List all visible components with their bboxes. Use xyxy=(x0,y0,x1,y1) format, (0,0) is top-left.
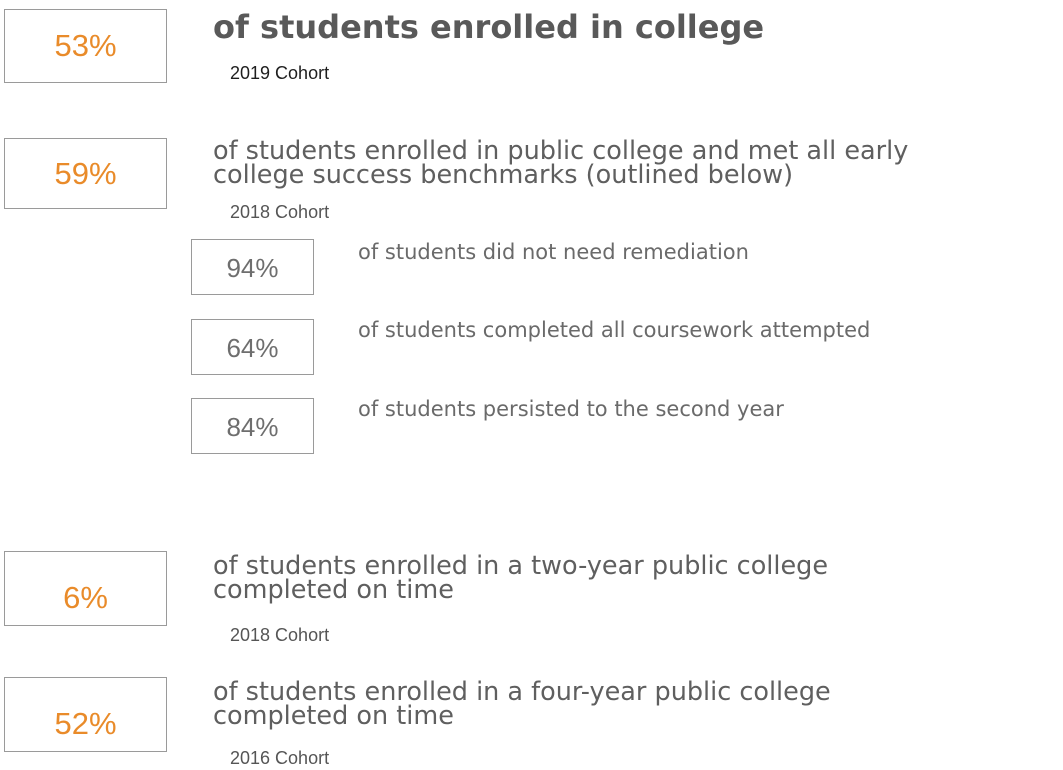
benchmark-value-box: 64% xyxy=(191,319,314,375)
stat-description: of students enrolled in a two-year publi… xyxy=(213,551,829,605)
stat-description-line: of students enrolled in public college a… xyxy=(213,136,909,166)
stat-value: 53% xyxy=(54,28,117,63)
page-title: of students enrolled in college xyxy=(213,8,765,46)
stat-value-box: 59% xyxy=(4,138,167,209)
benchmark-value: 84% xyxy=(226,412,279,442)
cohort-label: 2018 Cohort xyxy=(230,202,330,222)
stat-value-box: 52% xyxy=(4,677,167,752)
benchmark-value-box: 84% xyxy=(191,398,314,454)
stat-value: 52% xyxy=(54,705,117,741)
stat-description-line: college success benchmarks (outlined bel… xyxy=(213,160,794,190)
stat-description-line: completed on time xyxy=(213,575,454,605)
stat-value: 6% xyxy=(63,579,108,615)
cohort-label: 2016 Cohort xyxy=(230,748,330,768)
benchmark-label: of students persisted to the second year xyxy=(358,397,784,421)
benchmark-value: 64% xyxy=(226,333,279,363)
benchmark-label: of students did not need remediation xyxy=(358,240,749,264)
benchmark-value-box: 94% xyxy=(191,239,314,295)
benchmark-value: 94% xyxy=(226,253,279,283)
stat-description: of students enrolled in a four-year publ… xyxy=(213,677,831,731)
stat-description-line: of students enrolled in a four-year publ… xyxy=(213,677,831,707)
cohort-label: 2019 Cohort xyxy=(230,63,330,83)
benchmark-label: of students completed all coursework att… xyxy=(358,318,871,342)
cohort-label: 2018 Cohort xyxy=(230,625,330,645)
stat-value-box: 6% xyxy=(4,551,167,626)
stat-value-box: 53% xyxy=(4,9,167,83)
stat-value: 59% xyxy=(54,155,117,191)
stat-description-line: completed on time xyxy=(213,701,454,731)
stat-description: of students enrolled in public college a… xyxy=(213,136,909,190)
stat-description-line: of students enrolled in a two-year publi… xyxy=(213,551,829,581)
